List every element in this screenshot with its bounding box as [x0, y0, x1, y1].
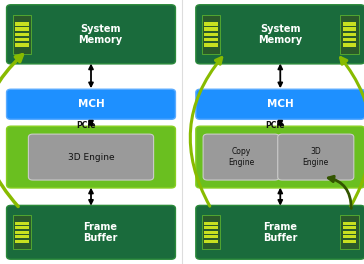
FancyBboxPatch shape: [278, 134, 354, 180]
Bar: [204, 240, 218, 243]
Bar: [343, 32, 356, 36]
FancyBboxPatch shape: [203, 134, 279, 180]
Bar: [343, 43, 356, 46]
FancyBboxPatch shape: [196, 126, 364, 188]
Bar: [15, 222, 29, 225]
Bar: [15, 231, 29, 234]
Bar: [204, 222, 218, 225]
Text: PCIe: PCIe: [76, 121, 96, 130]
Text: PCIe: PCIe: [266, 121, 285, 130]
Text: 3D
Engine: 3D Engine: [302, 147, 329, 167]
FancyBboxPatch shape: [7, 126, 175, 188]
Bar: [204, 38, 218, 41]
Bar: [204, 235, 218, 238]
Bar: [13, 215, 31, 249]
Text: 3D Engine: 3D Engine: [68, 153, 114, 162]
Bar: [340, 15, 359, 54]
Bar: [15, 27, 29, 31]
Bar: [15, 240, 29, 243]
Text: MCH: MCH: [78, 99, 104, 109]
Bar: [343, 27, 356, 31]
Bar: [15, 235, 29, 238]
Bar: [204, 32, 218, 36]
FancyBboxPatch shape: [28, 134, 154, 180]
Bar: [204, 27, 218, 31]
Bar: [13, 15, 31, 54]
FancyBboxPatch shape: [196, 5, 364, 64]
Text: System
Memory: System Memory: [258, 23, 302, 45]
Bar: [15, 38, 29, 41]
Bar: [343, 240, 356, 243]
FancyBboxPatch shape: [7, 89, 175, 119]
Bar: [15, 43, 29, 46]
Bar: [204, 231, 218, 234]
Bar: [343, 226, 356, 229]
Bar: [343, 222, 356, 225]
Bar: [204, 22, 218, 26]
Bar: [343, 22, 356, 26]
Bar: [202, 215, 220, 249]
Text: Frame
Buffer: Frame Buffer: [263, 221, 297, 243]
Bar: [343, 231, 356, 234]
FancyBboxPatch shape: [196, 205, 364, 259]
Text: MCH: MCH: [267, 99, 294, 109]
FancyBboxPatch shape: [7, 5, 175, 64]
Bar: [204, 43, 218, 46]
Bar: [343, 235, 356, 238]
Bar: [15, 32, 29, 36]
Bar: [204, 226, 218, 229]
FancyBboxPatch shape: [7, 205, 175, 259]
Text: Copy
Engine: Copy Engine: [228, 147, 254, 167]
Bar: [343, 38, 356, 41]
Text: Frame
Buffer: Frame Buffer: [83, 221, 117, 243]
Bar: [15, 22, 29, 26]
Text: System
Memory: System Memory: [78, 23, 122, 45]
FancyBboxPatch shape: [196, 89, 364, 119]
Bar: [202, 15, 220, 54]
Bar: [340, 215, 359, 249]
Bar: [15, 226, 29, 229]
